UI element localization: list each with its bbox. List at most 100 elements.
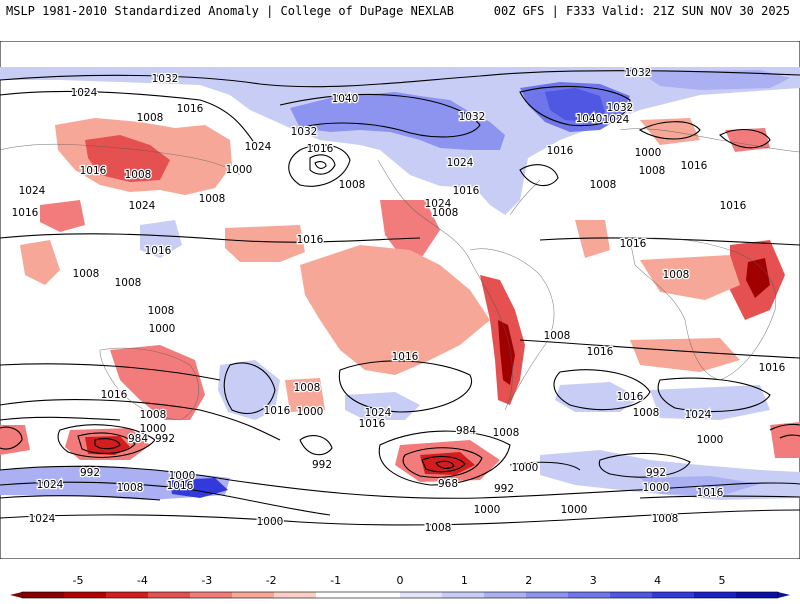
anomaly-red-low-w-core xyxy=(85,436,130,455)
colorbar-tick-label: -5 xyxy=(73,574,84,587)
isobar-label: 1032 xyxy=(152,73,179,85)
isobar-label: 1016 xyxy=(392,351,419,363)
colorbar-tick-label: 3 xyxy=(590,574,597,587)
isobar-label: 1016 xyxy=(307,143,334,155)
colorbar-right-arrow xyxy=(778,592,790,598)
isobar-label: 1016 xyxy=(167,480,194,492)
isobar-label: 1016 xyxy=(101,389,128,401)
isobar-label: 1008 xyxy=(590,179,617,191)
colorbar-tick-label: -3 xyxy=(201,574,212,587)
colorbar-tick-label: 0 xyxy=(397,574,404,587)
isobar-label: 1008 xyxy=(425,522,452,534)
anomaly-red-atlantic xyxy=(575,220,610,258)
isobar-label: 992 xyxy=(312,459,332,471)
colorbar-tick-label: -1 xyxy=(330,574,341,587)
anomaly-blue-southatl2 xyxy=(555,382,640,412)
isobar-label: 1008 xyxy=(493,427,520,439)
anomaly-blue-canada xyxy=(290,92,505,150)
isobar-label: 1016 xyxy=(264,405,291,417)
anomaly-blue-arctic-ne xyxy=(640,70,790,90)
isobar-label: 1000 xyxy=(140,423,167,435)
isobar-label: 1024 xyxy=(245,141,272,153)
isobar-label: 1032 xyxy=(291,126,318,138)
anomaly-blue-eastpac xyxy=(140,220,182,258)
colorbar-segment xyxy=(610,592,653,598)
isobar-label: 1008 xyxy=(633,407,660,419)
isobar-label: 1032 xyxy=(625,67,652,79)
isobar-label: 1008 xyxy=(137,112,164,124)
colorbar-tick-label: 1 xyxy=(461,574,468,587)
colorbar-segment xyxy=(400,592,443,598)
anomaly-blue-core xyxy=(545,88,605,122)
anomaly-red-eastasia xyxy=(40,200,85,232)
isobar-label: 1016 xyxy=(681,160,708,172)
isobar-label: 1000 xyxy=(635,147,662,159)
isobar-label: 1000 xyxy=(149,323,176,335)
map-panel: 1032 1032 1024 1040 1016 1008 1032 1032 1040 1024… xyxy=(0,40,800,560)
isobar-contours xyxy=(0,70,800,526)
colorbar-segment xyxy=(652,592,695,598)
isobar-label: 1032 xyxy=(459,111,486,123)
isobar-label: 992 xyxy=(155,433,175,445)
colorbar-tick-label: 2 xyxy=(525,574,532,587)
isobar-label: 984 xyxy=(456,425,476,437)
isobar-label: 1024 xyxy=(425,198,452,210)
isobar-label: 1008 xyxy=(73,268,100,280)
isobar-label: 1000 xyxy=(169,470,196,482)
isobar-label: 1008 xyxy=(140,409,167,421)
isobar-label: 1016 xyxy=(80,165,107,177)
anomaly-red-namerica-west xyxy=(380,200,440,260)
isobar-label: 1000 xyxy=(257,516,284,528)
isobar-label: 1024 xyxy=(19,185,46,197)
colorbar-bar xyxy=(10,591,790,599)
isobar-label: 1040 xyxy=(576,113,603,125)
anomaly-red-south-w xyxy=(0,425,30,455)
colorbar-segment xyxy=(694,592,737,598)
colorbar-segment xyxy=(358,592,401,598)
isobar-label: 1008 xyxy=(294,382,321,394)
isobar-label: 1016 xyxy=(697,487,724,499)
anomaly-blue-indian xyxy=(650,385,770,420)
isobar-label: 1016 xyxy=(145,245,172,257)
colorbar-segment xyxy=(190,592,233,598)
anomaly-red-low-s-core xyxy=(420,452,475,475)
colorbar-segment xyxy=(232,592,275,598)
colorbar-segment xyxy=(274,592,317,598)
colorbar-segment xyxy=(148,592,191,598)
isobar-label: 1024 xyxy=(129,200,156,212)
anomaly-red-low-e xyxy=(770,422,800,458)
isobar-label: 1040 xyxy=(332,93,359,105)
colorbar: -5 -4 -3 -2 -1 0 1 2 3 4 5 xyxy=(0,566,800,600)
isobar-label: 992 xyxy=(646,467,666,479)
isobar-label: 1016 xyxy=(617,391,644,403)
anomaly-red-pacific-band xyxy=(300,245,490,375)
model-run-info: 00Z GFS | F333 Valid: 21Z SUN NOV 30 202… xyxy=(493,4,790,18)
colorbar-tick-label: 4 xyxy=(654,574,661,587)
isobar-label: 1008 xyxy=(544,330,571,342)
isobar-label: 1016 xyxy=(297,234,324,246)
isobar-label: 968 xyxy=(438,478,458,490)
isobar-label: 1024 xyxy=(685,409,712,421)
isobar-label: 1016 xyxy=(720,200,747,212)
isobar-label: 1024 xyxy=(71,87,98,99)
isobar-label: 1000 xyxy=(297,406,324,418)
isobar-label: 1008 xyxy=(639,165,666,177)
isobar-label: 1016 xyxy=(12,207,39,219)
colorbar-segment xyxy=(106,592,149,598)
isobar-label: 1016 xyxy=(759,362,786,374)
anomaly-red-pac-mid xyxy=(285,378,325,412)
colorbar-segment xyxy=(316,592,359,598)
anomaly-red-africa-west xyxy=(640,255,740,300)
anomaly-red-australia xyxy=(110,345,205,420)
colorbar-segment xyxy=(526,592,569,598)
isobar-label: 1008 xyxy=(432,207,459,219)
isobar-label: 1016 xyxy=(177,103,204,115)
isobar-label: 992 xyxy=(80,467,100,479)
isobar-label: 1008 xyxy=(115,277,142,289)
colorbar-segment xyxy=(736,592,779,598)
isobar-label: 1016 xyxy=(620,238,647,250)
colorbar-segment xyxy=(442,592,485,598)
isobar-label: 1008 xyxy=(339,179,366,191)
